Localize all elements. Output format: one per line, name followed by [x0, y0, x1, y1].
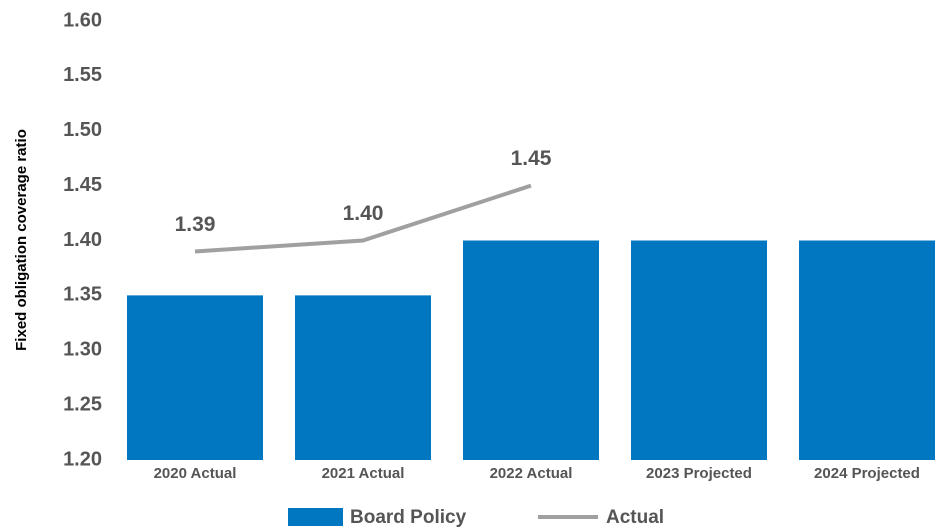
bar: [631, 240, 767, 460]
line: [194, 183, 532, 254]
y-tick-label: 1.20: [63, 448, 102, 470]
y-axis-title: Fixed obligation coverage ratio: [13, 129, 30, 351]
y-tick-label: 1.40: [63, 229, 102, 251]
x-tick-label: 2024 Projected: [814, 465, 920, 482]
bar: [799, 240, 935, 460]
x-tick-label: 2022 Actual: [490, 465, 573, 482]
data-label: 1.40: [343, 202, 384, 225]
data-label: 1.45: [511, 147, 552, 170]
y-tick-label: 1.55: [63, 64, 102, 86]
y-tick-label: 1.25: [63, 393, 102, 415]
x-tick-label: 2021 Actual: [322, 465, 405, 482]
y-tick-label: 1.30: [63, 339, 102, 361]
x-tick-label: 2020 Actual: [154, 465, 237, 482]
legend-label: Actual: [606, 507, 664, 528]
y-tick-label: 1.60: [63, 9, 102, 31]
legend-label: Board Policy: [350, 507, 467, 528]
y-tick-label: 1.35: [63, 284, 102, 306]
bar: [463, 240, 599, 460]
y-tick-label: 1.45: [63, 174, 102, 196]
data-label: 1.39: [175, 213, 216, 236]
y-tick-label: 1.50: [63, 119, 102, 141]
x-tick-label: 2023 Projected: [646, 465, 752, 482]
legend-swatch: [288, 508, 343, 526]
bar: [295, 295, 431, 460]
bar: [127, 295, 263, 460]
